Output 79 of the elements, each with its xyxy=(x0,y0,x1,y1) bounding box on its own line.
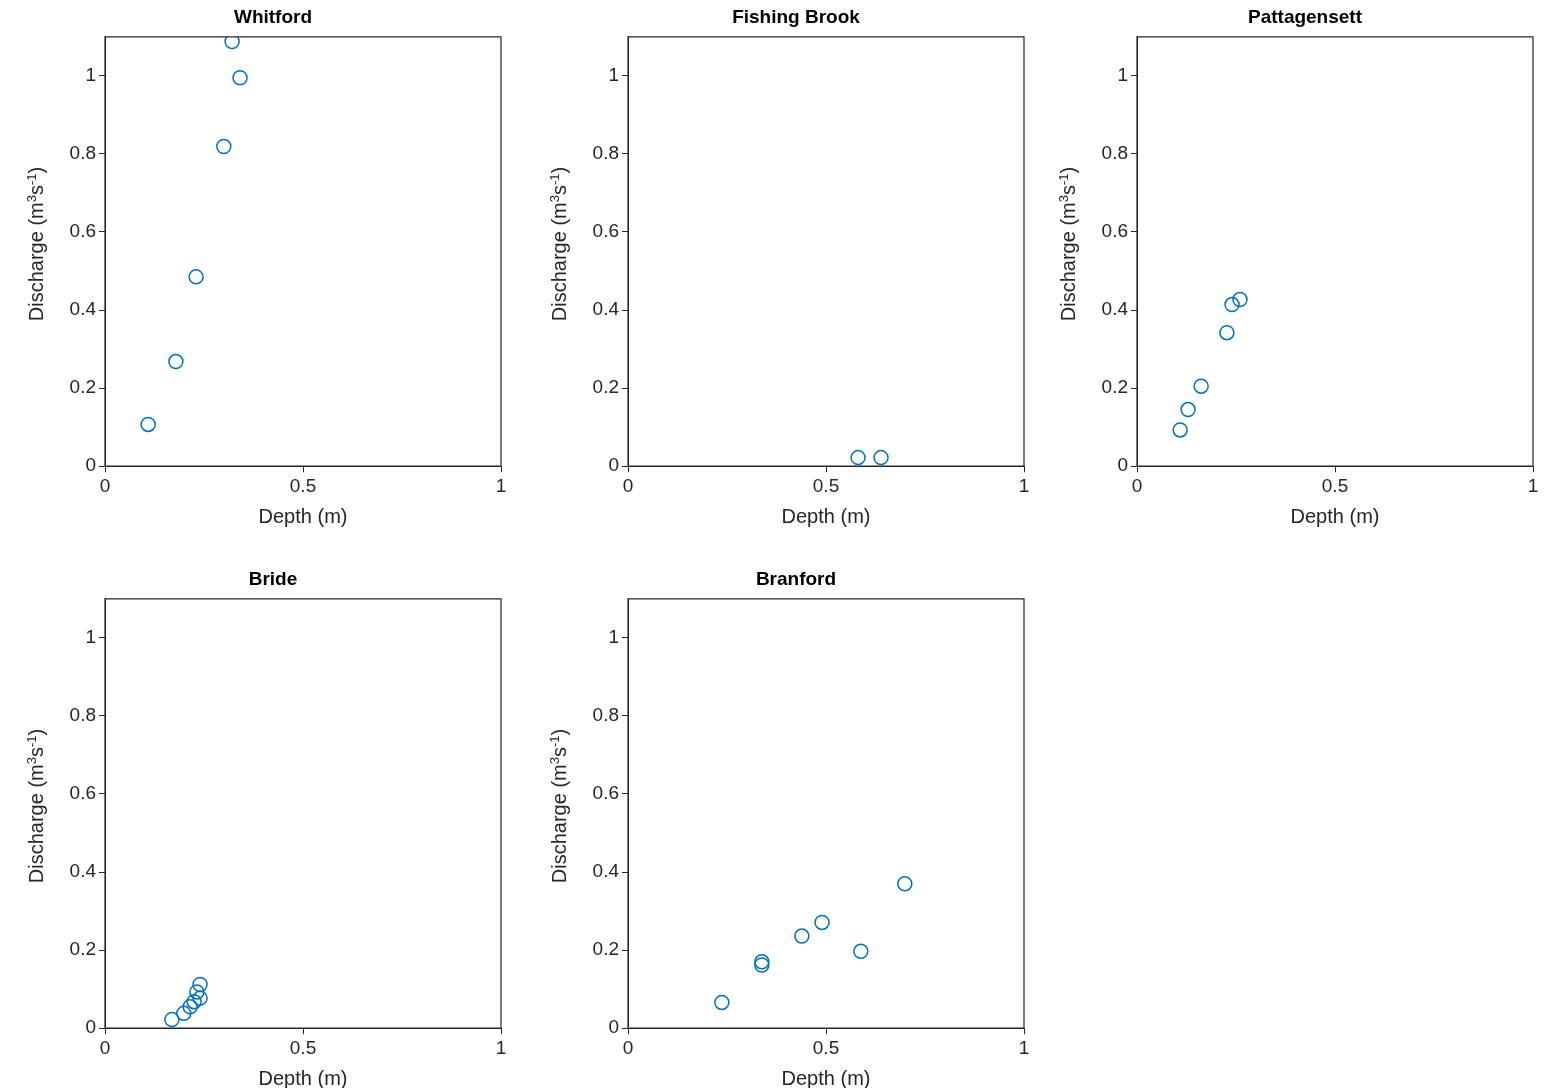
point xyxy=(1172,422,1188,438)
x-tick-label: 1 xyxy=(495,474,507,496)
y-tick-label: 0.8 xyxy=(592,704,619,726)
point xyxy=(714,994,730,1011)
point xyxy=(164,1011,180,1028)
x-axis-title: Depth (m) xyxy=(258,1066,348,1088)
x-tick-label: 1 xyxy=(1018,474,1030,496)
point xyxy=(1219,324,1235,341)
point xyxy=(186,993,202,1010)
y-tick-label: 0.8 xyxy=(592,142,619,164)
point xyxy=(1193,378,1209,394)
x-axis-title: Depth (m) xyxy=(1290,504,1380,527)
y-tick-label: 0 xyxy=(85,1016,96,1038)
chart-title: Pattagensett xyxy=(1247,5,1363,27)
point xyxy=(176,1005,192,1022)
x-tick-label: 0 xyxy=(1131,474,1143,496)
x-tick-label: 0.5 xyxy=(289,1036,317,1058)
chart-title: Branford xyxy=(755,567,837,589)
point xyxy=(853,943,869,960)
x-tick-label: 1 xyxy=(1527,474,1539,496)
x-axis-title: Depth (m) xyxy=(258,504,348,527)
y-tick-label: 0.6 xyxy=(1101,220,1128,242)
x-tick-label: 0.5 xyxy=(289,474,317,496)
point xyxy=(897,876,913,892)
x-tick-label: 0 xyxy=(99,1036,111,1058)
point xyxy=(224,36,240,50)
y-tick-label: 0.2 xyxy=(1101,376,1128,398)
x-axis-title: Depth (m) xyxy=(781,1066,871,1088)
x-tick-label: 1 xyxy=(1018,1036,1030,1058)
chart-title: Fishing Brook xyxy=(732,5,861,27)
point xyxy=(1224,296,1240,313)
chart-title: Whitford xyxy=(233,5,313,27)
point xyxy=(1180,401,1196,418)
y-tick-label: 1 xyxy=(85,64,96,86)
point xyxy=(168,353,184,370)
y-tick-label: 1 xyxy=(1117,64,1128,86)
y-tick-label: 0.2 xyxy=(69,938,96,960)
y-tick-label: 0.4 xyxy=(592,298,620,320)
point xyxy=(188,269,204,285)
x-tick-label: 0.5 xyxy=(812,1036,840,1058)
chart-title: Bride xyxy=(248,567,298,589)
y-tick-label: 0 xyxy=(608,1016,619,1038)
x-tick-label: 0 xyxy=(622,474,634,496)
point xyxy=(794,928,810,944)
y-tick-label: 0.2 xyxy=(592,376,619,398)
point xyxy=(192,976,208,993)
point xyxy=(814,914,830,931)
point xyxy=(232,70,248,86)
point xyxy=(189,984,205,1000)
y-tick-label: 0.6 xyxy=(592,220,619,242)
y-tick-label: 1 xyxy=(608,626,619,648)
y-tick-label: 1 xyxy=(608,64,619,86)
x-tick-label: 1 xyxy=(495,1036,507,1058)
y-tick-label: 0.8 xyxy=(69,142,96,164)
x-tick-label: 0 xyxy=(622,1036,634,1058)
y-tick-label: 1 xyxy=(85,626,96,648)
y-tick-label: 0.4 xyxy=(69,860,97,882)
y-tick-label: 0.6 xyxy=(69,782,96,804)
y-tick-label: 0.6 xyxy=(69,220,96,242)
y-tick-label: 0 xyxy=(85,454,96,476)
point xyxy=(192,990,208,1006)
y-tick-label: 0.4 xyxy=(1101,298,1129,320)
x-tick-label: 0.5 xyxy=(812,474,840,496)
y-tick-label: 0.8 xyxy=(69,704,96,726)
point xyxy=(1232,291,1248,308)
y-tick-label: 0.4 xyxy=(69,298,97,320)
y-tick-label: 0.8 xyxy=(1101,142,1128,164)
y-tick-label: 0.6 xyxy=(592,782,619,804)
y-tick-label: 0 xyxy=(1117,454,1128,476)
x-tick-label: 0 xyxy=(99,474,111,496)
point xyxy=(182,998,198,1015)
point xyxy=(140,416,156,433)
y-tick-label: 0.2 xyxy=(69,376,96,398)
x-axis-title: Depth (m) xyxy=(781,504,871,527)
point xyxy=(216,138,232,155)
y-tick-label: 0.4 xyxy=(592,860,620,882)
y-tick-label: 0.2 xyxy=(592,938,619,960)
x-tick-label: 0.5 xyxy=(1321,474,1349,496)
y-tick-label: 0 xyxy=(608,454,619,476)
